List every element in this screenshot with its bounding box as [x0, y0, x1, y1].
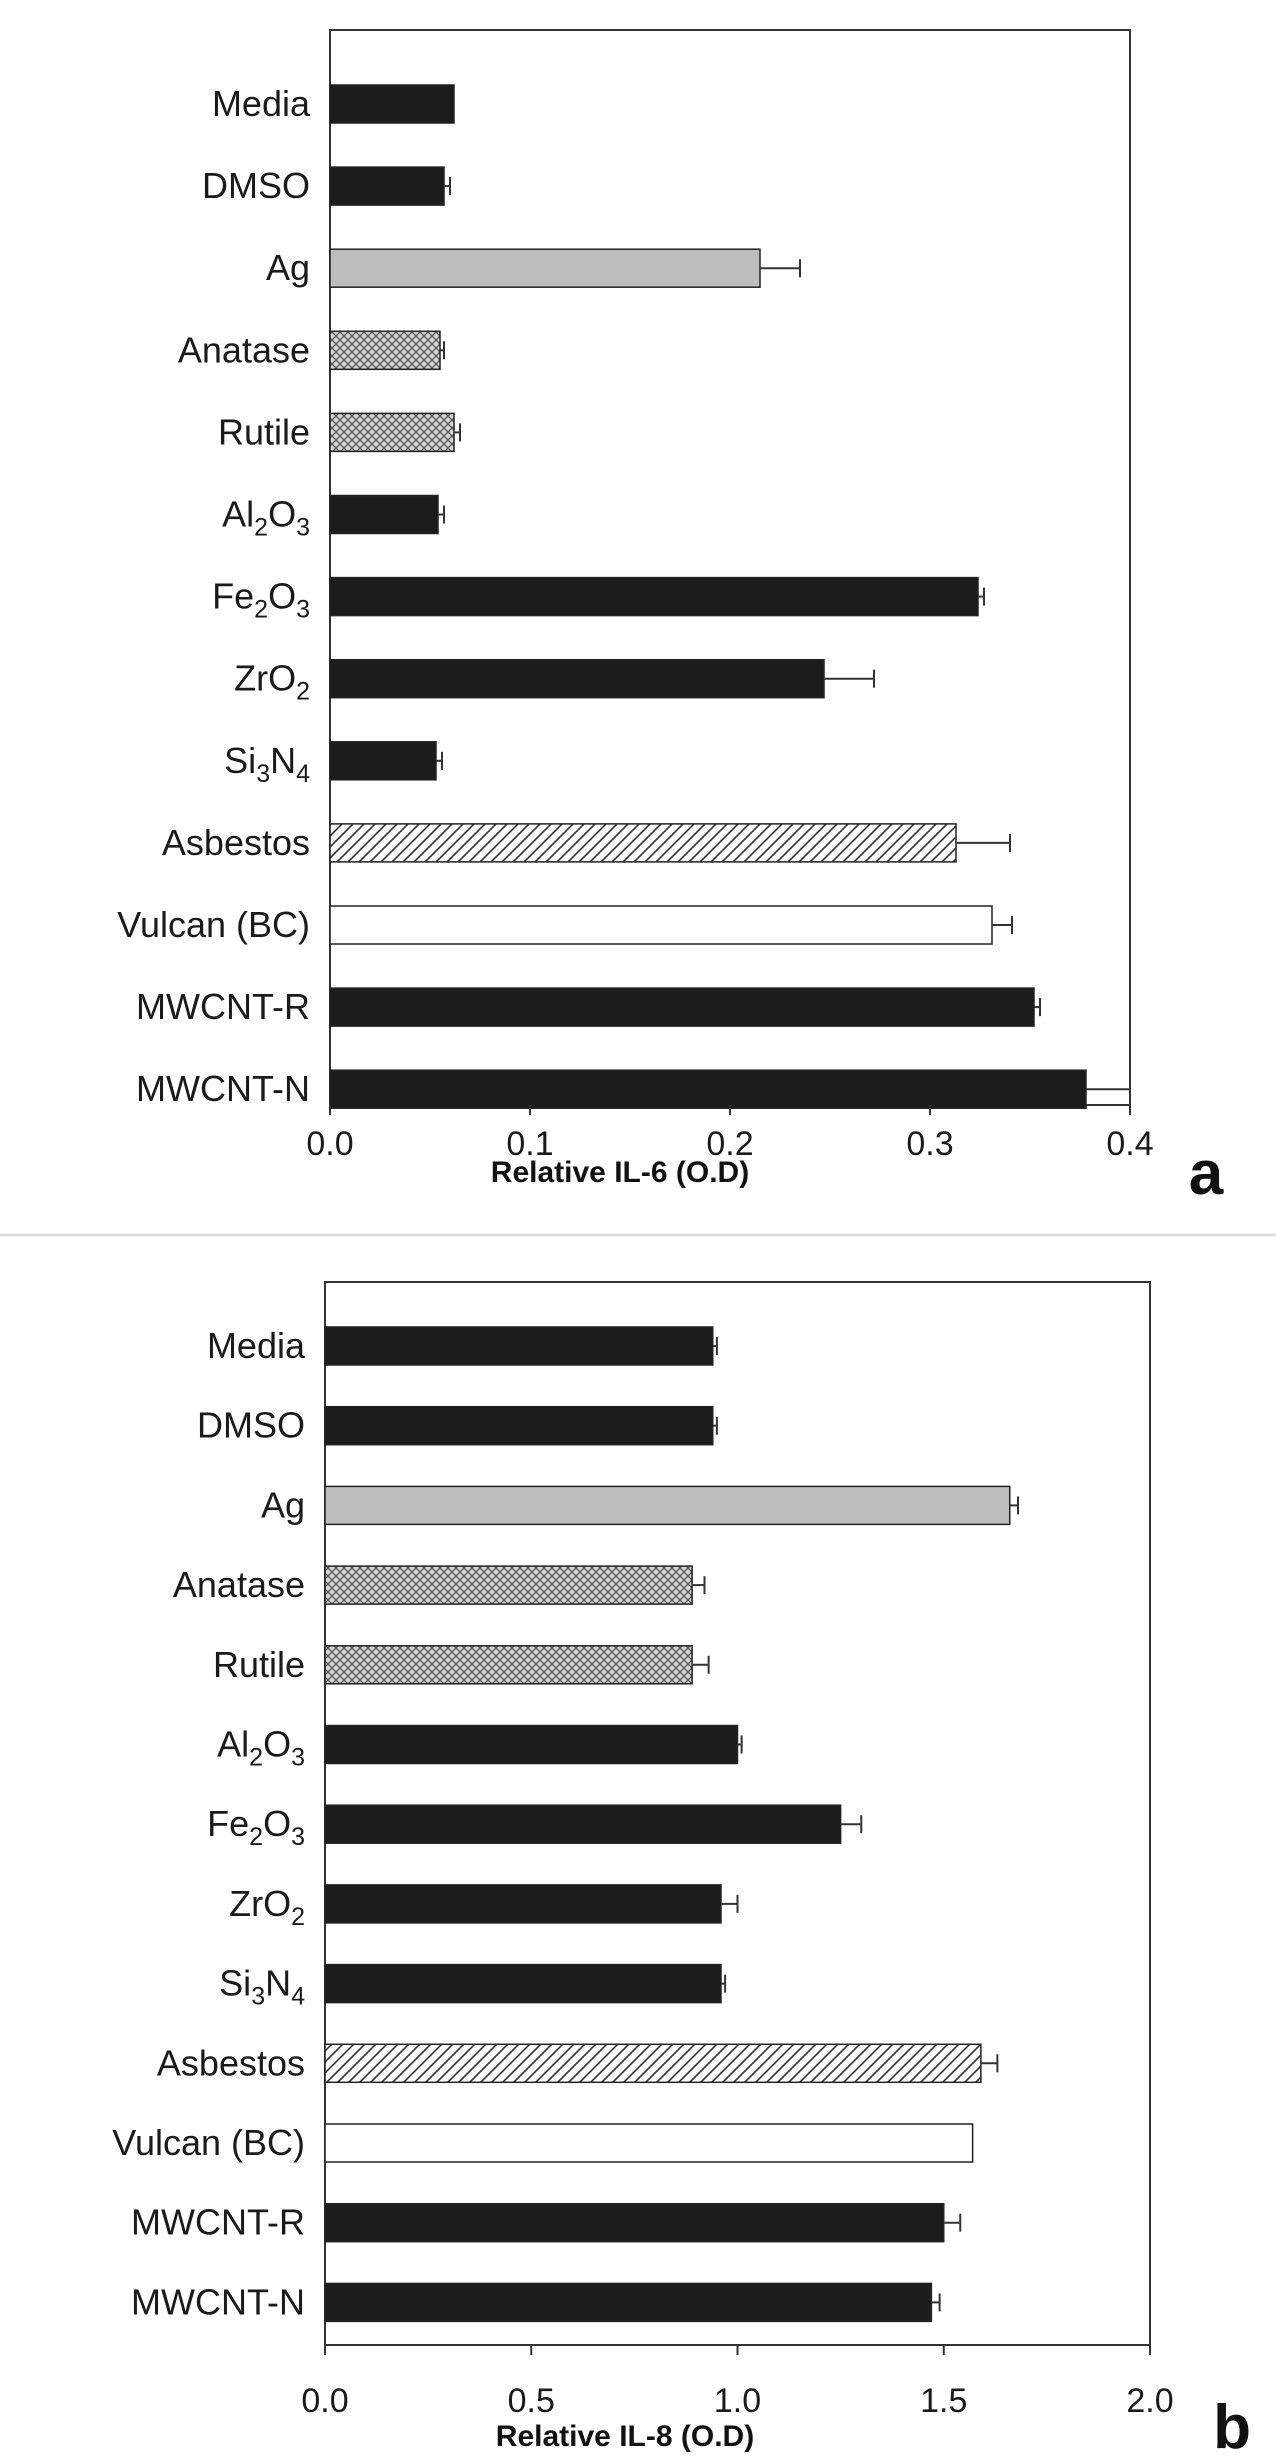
panel-b-x-axis-title: Relative IL-8 (O.D) — [496, 2420, 754, 2453]
panel-b-error-bar-ag — [1009, 1496, 1019, 1515]
panel-b-bar-vulcan-bc — [324, 2123, 974, 2163]
panel-a-bar-mwcnt-n — [329, 1069, 1087, 1109]
panel-a-error-bar-al2o3 — [438, 505, 445, 524]
panel-a-error-bar-fe2o3 — [978, 587, 985, 606]
panel-a-error-bar-mwcnt-n — [1086, 1080, 1131, 1099]
panel-a-bar-media — [329, 84, 455, 124]
panel-a-bar-fe2o3 — [329, 576, 979, 617]
panel-a-bar-al2o3 — [329, 494, 439, 535]
panel-a-category-label-mwcnt-n: MWCNT-N — [136, 1068, 310, 1109]
panel-b-category-label-rutile: Rutile — [213, 1644, 305, 1685]
panel-a-category-label-si3n4: Si3N4 — [224, 740, 310, 788]
panel-b-x-tick-label: 2.0 — [1126, 2382, 1173, 2420]
panel-a-category-label-rutile: Rutile — [218, 411, 310, 452]
panel-a-category-label-vulcan-bc: Vulcan (BC) — [117, 904, 310, 945]
panel-a-bar-mwcnt-r — [329, 987, 1035, 1027]
panel-b-bar-dmso — [324, 1405, 714, 1446]
panel-a-error-bar-si3n4 — [436, 751, 443, 770]
panel-b-bar-anatase — [324, 1565, 693, 1605]
panel-b-error-bar-al2o3 — [737, 1735, 743, 1754]
panel-a-category-label-asbestos: Asbestos — [162, 822, 310, 863]
panel-b-category-label-mwcnt-n: MWCNT-N — [131, 2281, 305, 2322]
panel-b-bar-mwcnt-r — [324, 2202, 945, 2243]
panel-a-bar-dmso — [329, 166, 445, 206]
panel-b-category-label-anatase: Anatase — [173, 1564, 305, 1605]
panel-a-x-tick-label: 0.2 — [706, 1125, 753, 1163]
panel-a-category-label-anatase: Anatase — [178, 329, 310, 370]
panel-b-error-bar-zro2 — [721, 1894, 739, 1913]
panel-b-x-tick-label: 1.5 — [920, 2382, 967, 2420]
panel-a-x-tick-label: 0.3 — [906, 1125, 953, 1163]
panel-b-bar-si3n4 — [324, 1963, 722, 2004]
panel-a-category-label-ag: Ag — [266, 247, 310, 288]
panel-a-bar-si3n4 — [329, 741, 437, 781]
panel-b-error-bar-mwcnt-r — [943, 2213, 962, 2232]
panel-a-letter: a — [1189, 1139, 1224, 1208]
panel-b-bar-asbestos — [324, 2043, 982, 2084]
panel-b-category-label-si3n4: Si3N4 — [219, 1963, 305, 2011]
panel-a-category-label-fe2o3: Fe2O3 — [212, 576, 310, 624]
panel-b-category-label-vulcan-bc: Vulcan (BC) — [112, 2122, 305, 2163]
panel-a-category-label-al2o3: Al2O3 — [222, 494, 310, 542]
panel-b-letter: b — [1213, 2393, 1251, 2462]
panel-b-error-bar-mwcnt-n — [931, 2293, 941, 2312]
panel-b-category-label-al2o3: Al2O3 — [217, 1724, 305, 1772]
panel-b-x-tick-label: 0.0 — [301, 2382, 348, 2420]
panel-b-bar-al2o3 — [324, 1724, 739, 1765]
panel-b-category-label-mwcnt-r: MWCNT-R — [131, 2202, 305, 2243]
panel-b-bar-mwcnt-n — [324, 2282, 933, 2323]
panel-a-x-tick-label: 0.1 — [506, 1125, 553, 1163]
panel-a-bar-zro2 — [329, 658, 825, 699]
panel-b-category-label-ag: Ag — [261, 1484, 305, 1525]
panel-a-x-tick-label: 0.4 — [1106, 1125, 1153, 1163]
panel-a-bar-ag — [329, 248, 761, 288]
panel-b-bar-rutile — [324, 1645, 693, 1685]
panel-b-bar-ag — [324, 1485, 1011, 1526]
panel-a-error-bar-asbestos — [956, 833, 1011, 852]
panel-b-category-label-zro2: ZrO2 — [229, 1883, 305, 1931]
panel-a-error-bar-vulcan-bc — [992, 916, 1013, 934]
panel-a-category-label-zro2: ZrO2 — [234, 658, 310, 706]
panel-a-error-bar-mwcnt-r — [1034, 998, 1041, 1017]
panel-b-category-label-asbestos: Asbestos — [157, 2042, 305, 2083]
panel-b-error-bar-rutile — [692, 1655, 710, 1674]
panel-b-bar-zro2 — [324, 1884, 722, 1924]
panel-a-error-bar-anatase — [440, 341, 445, 360]
panel-a-category-label-mwcnt-r: MWCNT-R — [136, 986, 310, 1027]
panel-a-x-axis-title: Relative IL-6 (O.D) — [491, 1156, 749, 1189]
panel-a-category-label-dmso: DMSO — [202, 165, 310, 206]
panel-b: Media DMSO Ag Anatase Rutile Al2O3 Fe2O3 ZrO2 Si… — [112, 1281, 1251, 2462]
panel-a: Media DMSO Ag Anatase Rutile Al2O3 Fe2O3 ZrO2 Si… — [117, 29, 1224, 1208]
panel-b-error-bar-si3n4 — [721, 1974, 727, 1993]
panel-a-bar-rutile — [329, 412, 455, 453]
panel-b-error-bar-fe2o3 — [840, 1815, 863, 1834]
panel-b-bar-fe2o3 — [324, 1804, 842, 1844]
panel-b-error-bar-dmso — [712, 1416, 718, 1435]
panel-b-error-bar-anatase — [692, 1576, 706, 1595]
panel-b-error-bar-asbestos — [980, 2054, 999, 2073]
panel-b-x-tick-label: 0.5 — [508, 2382, 555, 2420]
panel-a-error-bar-zro2 — [824, 669, 875, 688]
panel-a-bar-asbestos — [329, 823, 957, 863]
panel-a-bar-anatase — [329, 330, 441, 371]
panel-a-error-bar-dmso — [444, 177, 451, 196]
panel-b-error-bar-media — [712, 1337, 718, 1355]
panel-b-category-label-media: Media — [207, 1325, 306, 1366]
panel-a-category-label-media: Media — [212, 83, 311, 124]
panel-a-x-tick-label: 0.0 — [306, 1125, 353, 1163]
panel-b-bar-media — [324, 1326, 714, 1366]
panel-a-bar-vulcan-bc — [329, 905, 993, 945]
panel-a-error-bar-rutile — [454, 423, 461, 442]
panel-a-error-bar-ag — [760, 259, 801, 278]
panel-b-x-tick-label: 1.0 — [714, 2382, 761, 2420]
panel-b-category-label-dmso: DMSO — [197, 1405, 305, 1446]
panel-b-category-label-fe2o3: Fe2O3 — [207, 1803, 305, 1851]
